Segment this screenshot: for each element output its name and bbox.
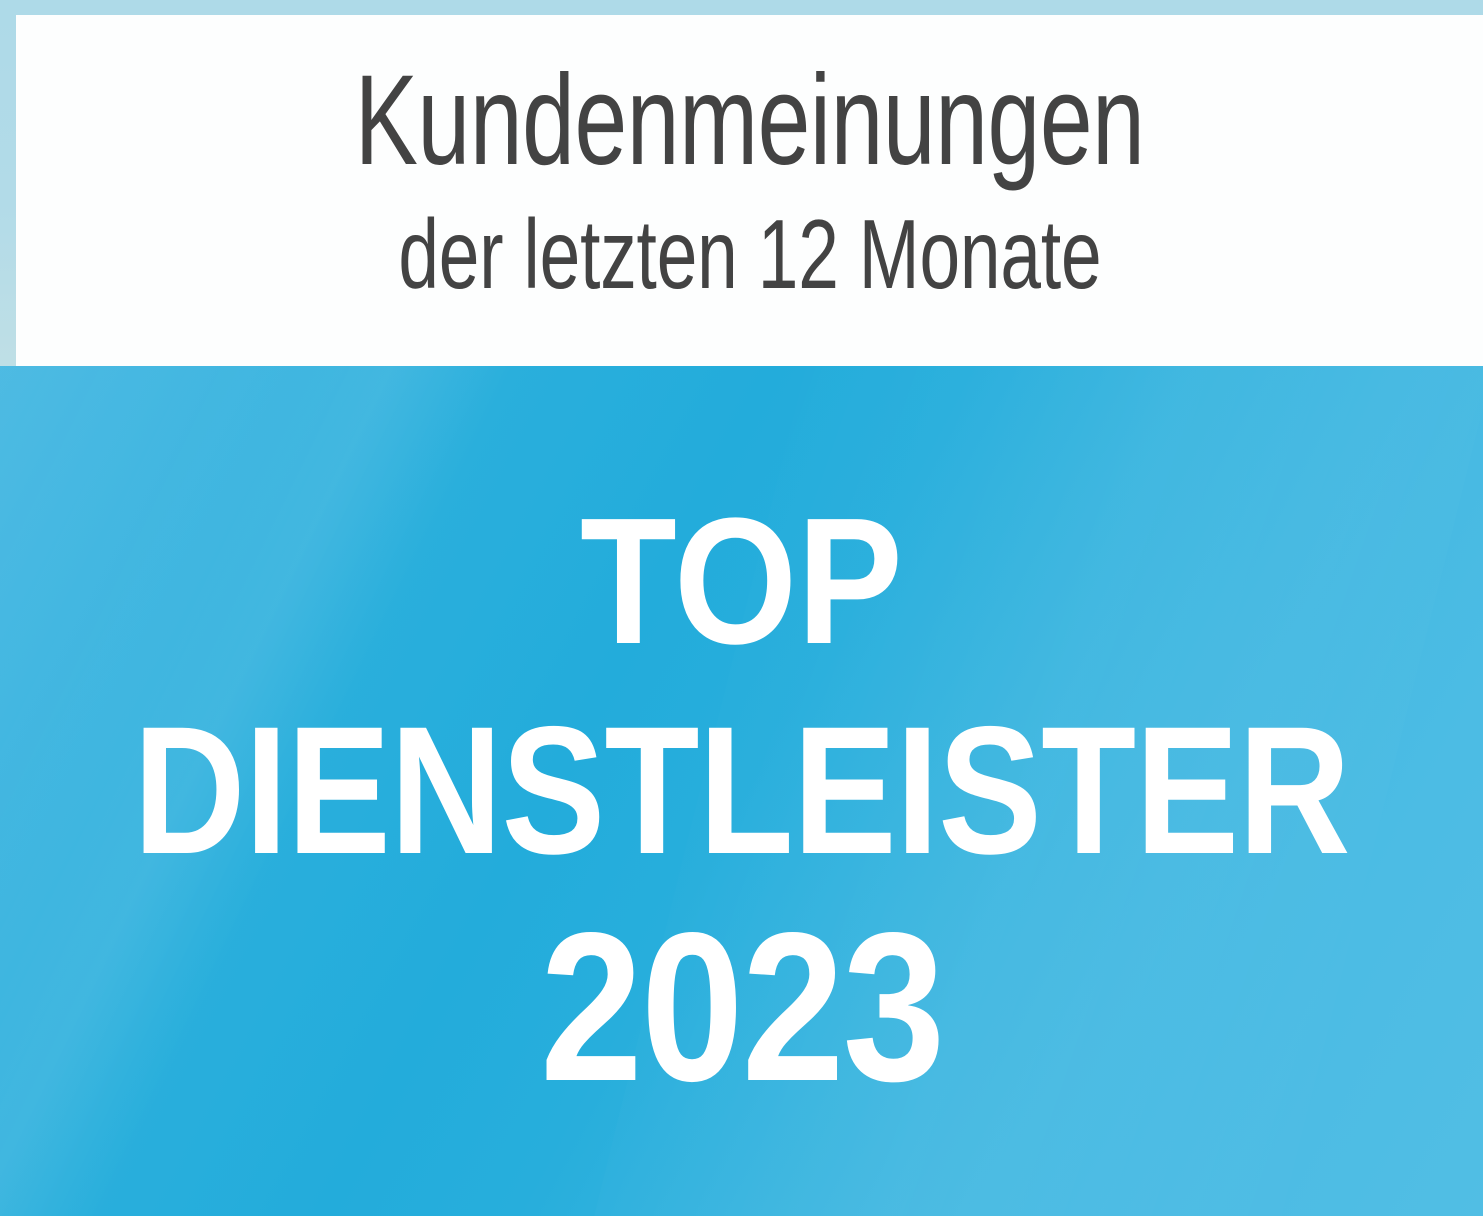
frame-left-band (0, 0, 16, 366)
award-text-stack: TOP DIENSTLEISTER 2023 (0, 366, 1483, 1216)
customer-opinions-panel: Kundenmeinungen der letzten 12 Monate (16, 15, 1483, 366)
award-panel: TOP DIENSTLEISTER 2023 (0, 366, 1483, 1216)
page-subtitle: der letzten 12 Monate (397, 199, 1102, 309)
frame-top-band (0, 0, 1483, 15)
award-year-label: 2023 (539, 888, 945, 1125)
award-category-label: DIENSTLEISTER (133, 688, 1350, 892)
award-prefix-label: TOP (580, 481, 903, 682)
page-title: Kundenmeinungen (354, 49, 1145, 192)
